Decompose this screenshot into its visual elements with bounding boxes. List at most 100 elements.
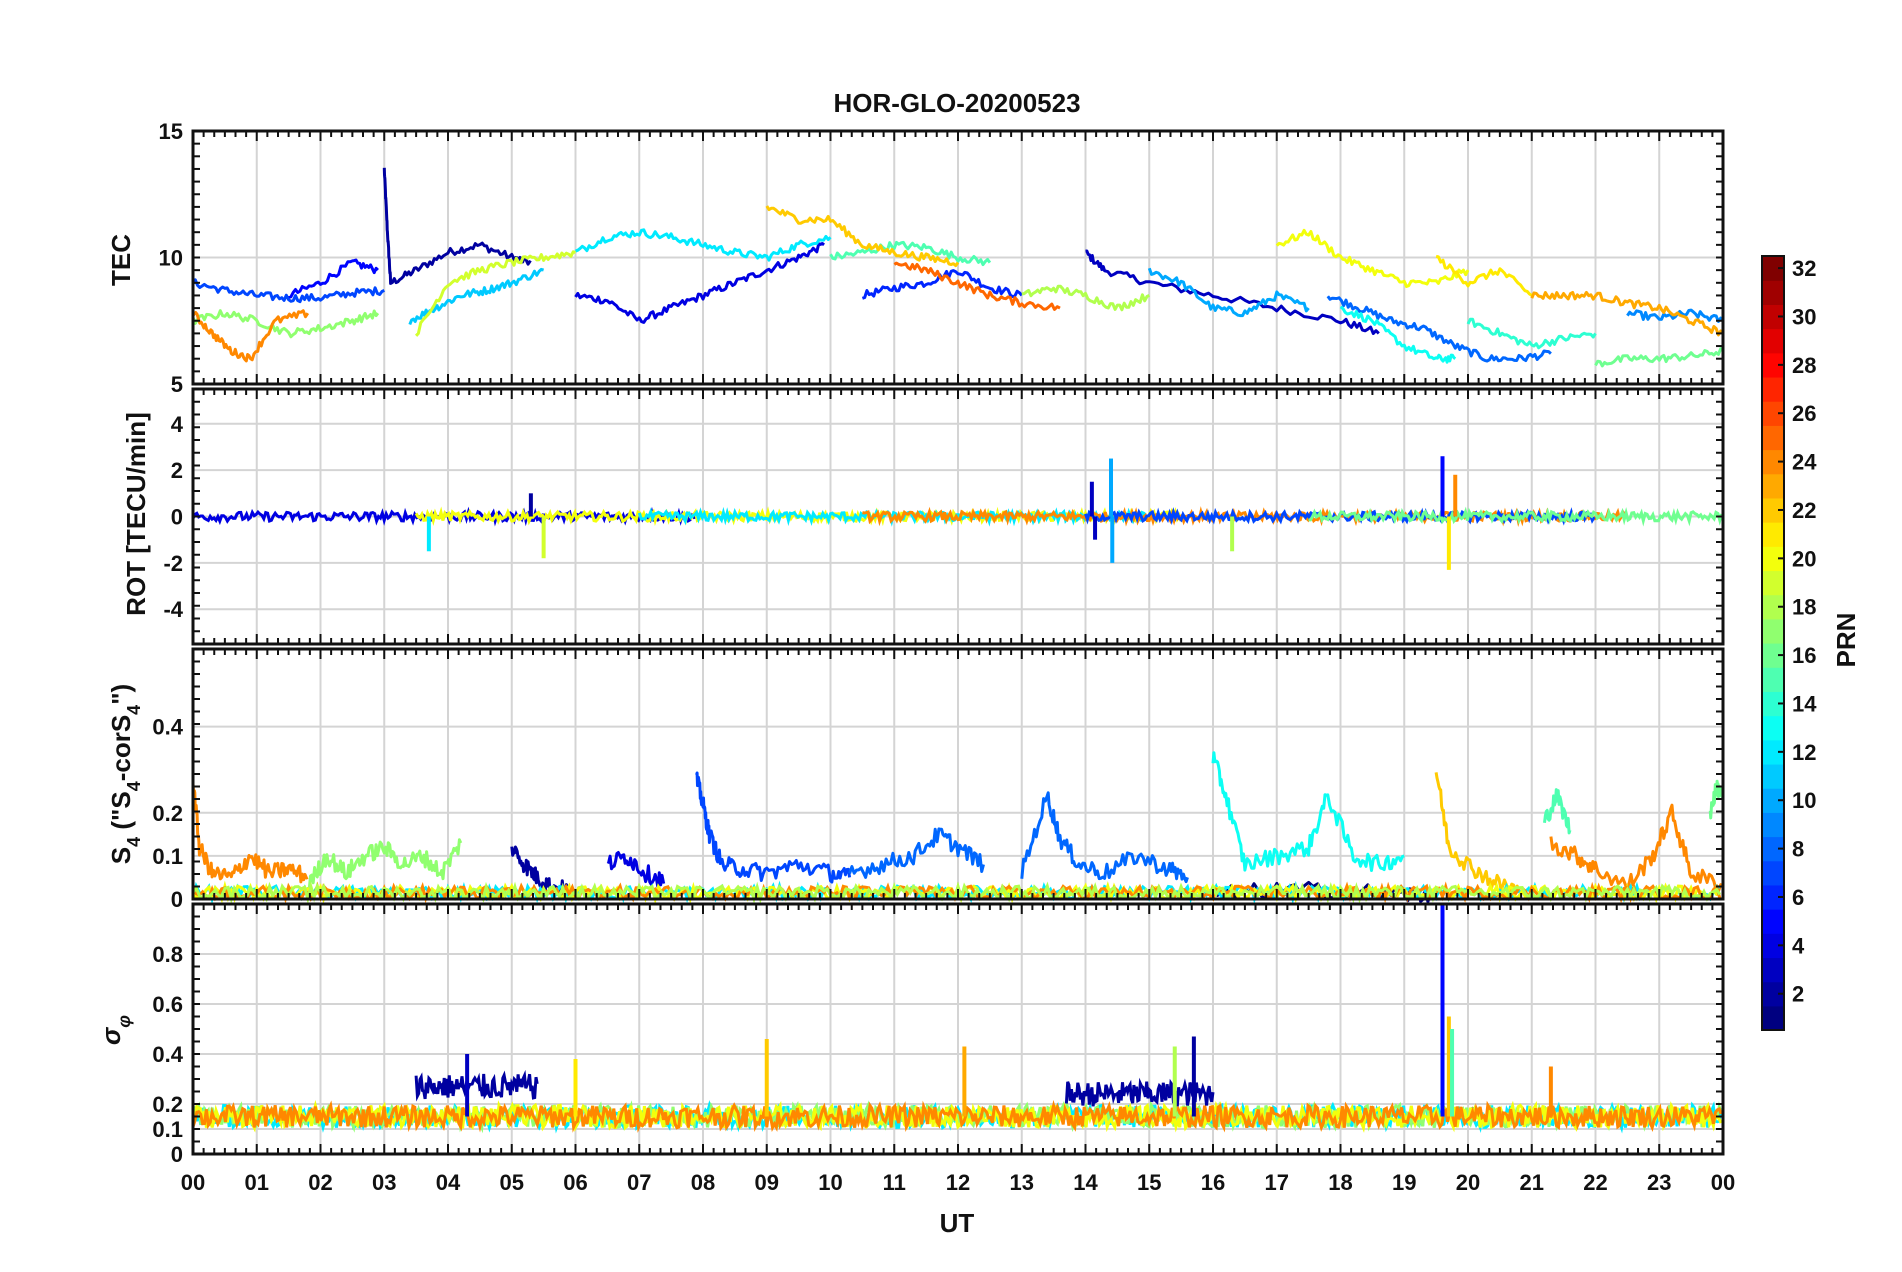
x-tick-label: 02 — [308, 1170, 332, 1195]
x-tick-label: 04 — [436, 1170, 461, 1195]
x-tick-label: 13 — [1010, 1170, 1034, 1195]
colorbar-tick-label: 16 — [1792, 643, 1816, 668]
tec-series-prn-4 — [574, 242, 825, 324]
colorbar-swatch — [1762, 497, 1784, 523]
x-tick-label: 05 — [500, 1170, 524, 1195]
colorbar-swatch — [1762, 957, 1784, 983]
x-tick-label: 15 — [1137, 1170, 1161, 1195]
rot-ytick-label: -4 — [163, 597, 183, 622]
colorbar-tick-label: 12 — [1792, 740, 1816, 765]
sigma-elevated-prn-2 — [1064, 1077, 1215, 1107]
x-tick-label: 11 — [883, 1170, 906, 1195]
s4-ytick-label: 0.4 — [152, 715, 183, 740]
colorbar-swatch — [1762, 401, 1784, 426]
s4-series-prn-24 — [1549, 803, 1724, 893]
tec-series-prn-12 — [574, 228, 832, 262]
tec-series-prn-20 — [1275, 228, 1470, 288]
colorbar-swatch — [1762, 522, 1784, 547]
s4-series-prn-7 — [695, 771, 852, 884]
sigma-phi-panel: σφ 00.10.2 0.4 0.6 0.8 — [96, 902, 1725, 1167]
x-axis-ticks: 00 01 02 03 04 05 06 07 08 09 10 11 12 13 14 15 16 17 18 19… — [181, 1170, 1735, 1195]
s4-ytick-label: 0.2 — [152, 801, 183, 826]
x-tick-label: 03 — [372, 1170, 396, 1195]
tec-series-prn-3 — [1085, 249, 1380, 335]
tec-ylabel: TEC — [106, 234, 136, 286]
rot-ylabel: ROT [TECU/min] — [121, 412, 151, 616]
tec-series-prn-17 — [191, 309, 380, 339]
x-tick-label: 08 — [691, 1170, 715, 1195]
s4-ylabel: S4 ("S4-corS4") — [106, 684, 144, 864]
x-tick-label: 22 — [1583, 1170, 1607, 1195]
colorbar-swatch — [1762, 933, 1784, 959]
colorbar-swatch — [1762, 763, 1784, 789]
s4-series-prn-13 — [1211, 751, 1405, 872]
colorbar-tick-label: 22 — [1792, 498, 1816, 523]
tec-series-prn-18 — [1021, 284, 1150, 312]
tec-series-prn-14 — [1466, 317, 1597, 350]
tec-series-prn-13 — [1339, 305, 1457, 364]
s4-series-prn-24 — [191, 783, 309, 884]
rot-baseline-prn-16 — [1308, 506, 1724, 527]
colorbar-swatch — [1762, 425, 1784, 451]
tec-ytick-label: 10 — [159, 246, 183, 271]
colorbar-swatch — [1762, 909, 1784, 934]
colorbar-tick-label: 4 — [1792, 933, 1805, 958]
tec-series-prn-2 — [382, 167, 532, 285]
tec-series-prn-8 — [1326, 295, 1552, 363]
colorbar-swatch — [1762, 546, 1784, 572]
colorbar-swatch — [1762, 884, 1784, 910]
colorbar-swatch — [1762, 570, 1784, 596]
x-tick-label: 21 — [1520, 1170, 1544, 1195]
tec-series-prn-15 — [829, 240, 992, 267]
x-tick-label: 00 — [181, 1170, 205, 1195]
s4-series-prn-2 — [510, 845, 571, 897]
colorbar-label: PRN — [1831, 613, 1861, 668]
rot-panel: ROT [TECU/min] -4 -2 0 2 4 — [121, 387, 1725, 646]
colorbar-swatch — [1762, 304, 1784, 330]
colorbar-swatch — [1762, 376, 1784, 402]
tec-series-prn-19 — [414, 250, 576, 337]
colorbar-swatch — [1762, 328, 1784, 354]
colorbar-swatch — [1762, 836, 1784, 862]
rot-ytick-label: 2 — [171, 458, 183, 483]
sigma-baseline-prn-24 — [191, 1099, 1723, 1133]
x-tick-label: 12 — [946, 1170, 970, 1195]
colorbar-tick-label: 30 — [1792, 304, 1816, 329]
s4-series-prn-15 — [1543, 788, 1572, 835]
tec-series-prn-9 — [1626, 308, 1725, 323]
colorbar-swatch — [1762, 618, 1784, 644]
colorbar-swatch — [1762, 280, 1784, 305]
sigma-baseline-prn-20 — [191, 1099, 1723, 1133]
sigma_phi-ytick-label: 0.4 — [152, 1042, 183, 1067]
s4-series-prn-16 — [1708, 779, 1725, 820]
colorbar-swatch — [1762, 667, 1784, 692]
x-tick-label: 10 — [818, 1170, 842, 1195]
tec-series-prn-10 — [1147, 267, 1310, 318]
colorbar-tick-label: 6 — [1792, 885, 1804, 910]
x-tick-label: 18 — [1328, 1170, 1352, 1195]
s4-series-prn-8 — [848, 827, 985, 879]
colorbar-tick-label: 2 — [1792, 982, 1804, 1007]
colorbar-swatch — [1762, 449, 1784, 475]
colorbar-swatch — [1762, 739, 1784, 765]
tec-series-prn-5 — [288, 258, 379, 299]
colorbar-swatch — [1762, 256, 1784, 281]
colorbar-tick-label: 14 — [1792, 691, 1817, 716]
colorbar-tick-label: 24 — [1792, 450, 1817, 475]
x-tick-label: 01 — [245, 1170, 269, 1195]
colorbar-swatch — [1762, 715, 1784, 741]
tec-series-prn-7 — [191, 278, 385, 304]
colorbar-tick-label: 20 — [1792, 546, 1816, 571]
sigma_phi-ytick-label: 0.1 — [152, 1117, 183, 1142]
rot-ytick-label: 4 — [171, 412, 184, 437]
tec-series-prn-21 — [1435, 254, 1533, 297]
tec-ytick-label: 15 — [159, 119, 183, 144]
colorbar-swatch — [1762, 981, 1784, 1007]
s4-ytick-label: 0.1 — [152, 844, 183, 869]
sigma-elevated-prn-2 — [414, 1069, 539, 1102]
tec-series-prn-16 — [1594, 347, 1725, 368]
x-tick-label: 07 — [627, 1170, 651, 1195]
colorbar-swatch — [1762, 594, 1784, 620]
tec-ytick-label: 5 — [171, 372, 183, 397]
